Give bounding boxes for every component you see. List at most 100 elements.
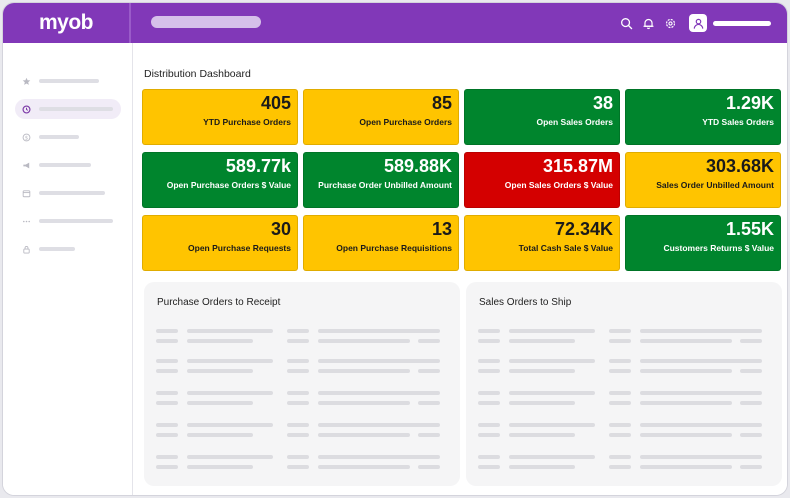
kpi-label: Total Cash Sale $ Value — [518, 243, 613, 253]
kpi-label: YTD Sales Orders — [702, 117, 774, 127]
dollar-icon: $ — [21, 132, 31, 142]
sidebar-item-recent[interactable] — [15, 99, 121, 119]
kpi-value: 315.87M — [542, 156, 613, 176]
sales-orders-panel: Sales Orders to Ship — [466, 282, 782, 486]
user-avatar[interactable] — [689, 14, 707, 32]
skeleton-line — [640, 339, 732, 343]
skeleton-line — [318, 465, 410, 469]
skeleton-line — [509, 401, 575, 405]
skeleton-line — [187, 391, 273, 395]
kpi-label: Open Sales Orders — [536, 117, 613, 127]
skeleton-line — [318, 423, 434, 427]
kpi-tile-open-purchase-requisitions[interactable]: 13 Open Purchase Requisitions — [303, 215, 459, 271]
skeleton-line — [478, 401, 500, 405]
skeleton-line — [318, 359, 434, 363]
skeleton-line — [287, 465, 309, 469]
kpi-tile-open-sales-orders[interactable]: 38 Open Sales Orders — [464, 89, 620, 145]
skeleton-line — [640, 329, 756, 333]
skeleton-line — [509, 329, 595, 333]
page-title: Distribution Dashboard — [144, 68, 251, 80]
sidebar-item-schedule[interactable] — [15, 183, 121, 203]
skeleton-line — [609, 401, 631, 405]
kpi-label: YTD Purchase Orders — [203, 117, 291, 127]
skeleton-line — [478, 359, 500, 363]
skeleton-line — [640, 455, 756, 459]
kpi-tile-open-purchase-orders-value[interactable]: 589.77k Open Purchase Orders $ Value — [142, 152, 298, 208]
bell-icon[interactable] — [637, 12, 659, 34]
kpi-label: Customers Returns $ Value — [663, 243, 774, 253]
search-icon[interactable] — [615, 12, 637, 34]
kpi-label: Open Purchase Requests — [188, 243, 291, 253]
skeleton-line — [509, 455, 595, 459]
skeleton-line — [156, 465, 178, 469]
skeleton-line — [318, 339, 410, 343]
sidebar-item-label — [39, 135, 79, 139]
sidebar-item-label — [39, 191, 105, 195]
sidebar-item-label — [39, 219, 113, 223]
search-bar[interactable] — [151, 16, 261, 28]
skeleton-line — [156, 391, 178, 395]
sidebar-item-favorites[interactable] — [15, 71, 121, 91]
kpi-tile-total-cash-sale[interactable]: 72.34K Total Cash Sale $ Value — [464, 215, 620, 271]
kpi-value: 72.34K — [554, 219, 613, 239]
skeleton-line — [318, 433, 410, 437]
skeleton-line — [740, 433, 762, 437]
sidebar-item-label — [39, 79, 99, 83]
skeleton-line — [187, 359, 273, 363]
kpi-tile-open-purchase-orders[interactable]: 85 Open Purchase Orders — [303, 89, 459, 145]
kpi-tile-ytd-sales-orders[interactable]: 1.29K YTD Sales Orders — [625, 89, 781, 145]
sidebar-item-more[interactable] — [15, 211, 121, 231]
skeleton-line — [287, 369, 309, 373]
skeleton-line — [418, 465, 440, 469]
sidebar-item-security[interactable] — [15, 239, 121, 259]
skeleton-line — [478, 391, 500, 395]
user-name-placeholder[interactable] — [713, 20, 771, 26]
kpi-tile-open-purchase-requests[interactable]: 30 Open Purchase Requests — [142, 215, 298, 271]
skeleton-line — [740, 339, 762, 343]
skeleton-line — [640, 423, 756, 427]
lock-icon — [21, 244, 31, 254]
kpi-tile-open-sales-orders-value[interactable]: 315.87M Open Sales Orders $ Value — [464, 152, 620, 208]
skeleton-line — [156, 401, 178, 405]
sidebar-item-marketing[interactable] — [15, 155, 121, 175]
gear-icon[interactable] — [659, 12, 681, 34]
skeleton-line — [287, 423, 309, 427]
skeleton-line — [287, 359, 309, 363]
skeleton-line — [287, 329, 309, 333]
kpi-label: Purchase Order Unbilled Amount — [318, 180, 452, 190]
kpi-tile-ytd-purchase-orders[interactable]: 405 YTD Purchase Orders — [142, 89, 298, 145]
skeleton-line — [640, 391, 756, 395]
skeleton-line — [640, 465, 732, 469]
megaphone-icon — [21, 160, 31, 170]
myob-logo: myob — [38, 11, 94, 34]
skeleton-line — [156, 339, 178, 343]
skeleton-line — [640, 369, 732, 373]
skeleton-line — [609, 359, 631, 363]
kpi-tile-customer-returns[interactable]: 1.55K Customers Returns $ Value — [625, 215, 781, 271]
skeleton-line — [740, 423, 762, 427]
sidebar-item-finance[interactable]: $ — [15, 127, 121, 147]
skeleton-line — [156, 359, 178, 363]
kpi-value: 13 — [431, 219, 452, 239]
skeleton-line — [609, 423, 631, 427]
skeleton-line — [418, 433, 440, 437]
kpi-tile-purchase-order-unbilled[interactable]: 589.88K Purchase Order Unbilled Amount — [303, 152, 459, 208]
skeleton-line — [287, 401, 309, 405]
main-content: Distribution Dashboard 405 YTD Purchase … — [135, 43, 787, 495]
skeleton-line — [478, 433, 500, 437]
sidebar-item-label — [39, 107, 113, 111]
purchase-orders-panel: Purchase Orders to Receipt — [144, 282, 460, 486]
skeleton-line — [318, 455, 434, 459]
skeleton-line — [418, 359, 440, 363]
skeleton-line — [418, 391, 440, 395]
star-icon — [21, 76, 31, 86]
skeleton-line — [287, 339, 309, 343]
logo-area[interactable]: myob — [3, 3, 131, 43]
skeleton-line — [740, 391, 762, 395]
skeleton-line — [287, 391, 309, 395]
skeleton-line — [609, 455, 631, 459]
kpi-tile-sales-order-unbilled[interactable]: 303.68K Sales Order Unbilled Amount — [625, 152, 781, 208]
skeleton-line — [509, 359, 595, 363]
skeleton-line — [187, 401, 253, 405]
skeleton-line — [287, 455, 309, 459]
